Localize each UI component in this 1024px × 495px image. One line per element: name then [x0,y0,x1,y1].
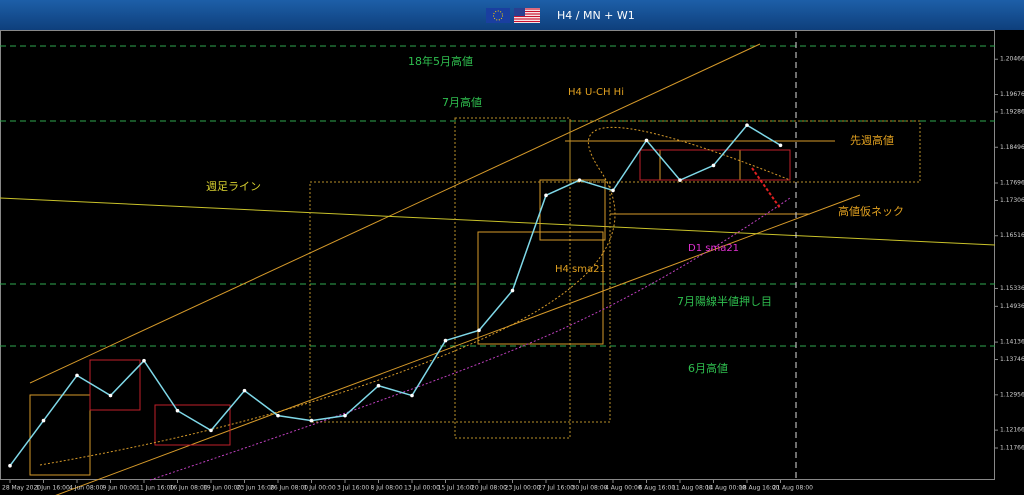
annotation: 7月陽線半値押し目 [677,294,772,308]
y-tick-label: 1.16516 [1000,232,1024,239]
x-tick-label: 6 Aug 16:00 [639,485,676,492]
x-tick-label: 8 Jul 08:00 [371,485,403,492]
y-tick-label: 1.20466 [1000,56,1024,63]
price-point [711,163,716,168]
header-bar [0,0,1024,30]
price-point [510,288,515,293]
x-tick-label: 11 Jun 16:00 [136,485,174,492]
annotation: 先週高値 [850,133,894,147]
y-tick-label: 1.17306 [1000,197,1024,204]
eu-stars [493,10,503,21]
x-tick-label: 23 Jun 16:00 [237,485,275,492]
boxes-solid [29,149,741,476]
x-tick-label: 9 Jun 00:00 [103,485,137,492]
eu-flag [486,8,510,23]
us-canton [514,8,525,16]
x-tick-label: 13 Jul 00:00 [404,485,440,492]
level-lines [0,45,995,347]
x-tick-label: 18 Aug 16:00 [739,485,780,492]
y-tick-label: 1.19286 [1000,108,1024,115]
price-point [678,178,682,182]
red-boxes [89,149,791,446]
y-tick-label: 1.19676 [1000,91,1024,98]
us-stripes [514,8,540,23]
x-tick-label: 4 Aug 00:00 [605,485,642,492]
d1-sma [149,197,791,481]
price-point [443,338,448,343]
price-point [477,328,481,333]
annotations: 18年5月高値 7月高値 H4 U-CH Hi 先週高値 週足ライン 高値仮ネッ… [206,54,904,375]
price-point [142,358,146,363]
chart-title: H4 / MN + W1 [557,9,635,22]
x-tick-label: 28 May 2020 [2,485,41,492]
x-tick-label: 19 Jun 00:00 [203,485,241,492]
x-tick-label: 3 Jul 16:00 [337,485,369,492]
x-tick-label: 14 Aug 00:00 [706,485,747,492]
x-tick-label: 16 Jun 08:00 [170,485,208,492]
annotation: 7月高値 [442,95,482,109]
price-point [209,428,213,433]
price-point [343,413,347,418]
annotation: 6月高値 [688,361,728,375]
price-point [175,408,180,413]
price-point [108,393,113,398]
x-tick-label: 11 Aug 08:00 [672,485,713,492]
y-tick-label: 1.12166 [1000,427,1024,434]
price-point [644,138,649,143]
annotation: 高値仮ネック [838,204,904,218]
price-point [276,413,280,418]
annotation: D1 sma21 [688,243,739,254]
price-point [611,188,615,193]
price-point [410,393,414,398]
y-tick-label: 1.17696 [1000,180,1024,187]
price-point [577,178,582,182]
x-tick-label: 1 Jul 00:00 [304,485,336,492]
price-point [778,143,783,148]
price-point [544,193,548,198]
y-tick-label: 1.14936 [1000,303,1024,310]
x-tick-label: 27 Jul 16:00 [538,485,574,492]
y-tick-label: 1.11766 [1000,445,1024,452]
x-tick-label: 20 Jul 08:00 [471,485,507,492]
price-point [309,418,314,423]
x-tick-label: 23 Jul 00:00 [505,485,541,492]
annotation: 18年5月高値 [408,54,473,68]
x-tick-label: 4 Jun 08:00 [69,485,103,492]
price-point [745,123,749,127]
price-point [75,373,79,378]
price-line [9,124,781,467]
price-point [41,418,46,423]
x-tick-label: 1 Jun 16:00 [36,485,70,492]
y-tick-label: 1.14136 [1000,339,1024,346]
y-tick-label: 1.13746 [1000,356,1024,363]
x-tick-label: 21 Aug 08:00 [773,485,814,492]
boxes [309,117,921,439]
x-tick-label: 26 Jun 08:00 [270,485,308,492]
forecast-arrow [751,167,781,209]
x-tick-label: 30 Jul 08:00 [572,485,608,492]
annotation: H4 sma21 [555,264,606,275]
y-tick-label: 1.18496 [1000,144,1024,151]
annotation: H4 U-CH Hi [568,87,624,98]
channel-lines [29,43,861,495]
plot-frame [0,30,995,480]
x-tick-label: 15 Jul 16:00 [438,485,474,492]
price-point [242,388,247,393]
annotation: 週足ライン [206,180,261,193]
price-point [8,463,12,468]
y-tick-label: 1.15336 [1000,285,1024,292]
weekly-line [0,197,996,246]
y-tick-label: 1.12956 [1000,391,1024,398]
price-point [376,383,381,388]
drawings [0,32,996,495]
